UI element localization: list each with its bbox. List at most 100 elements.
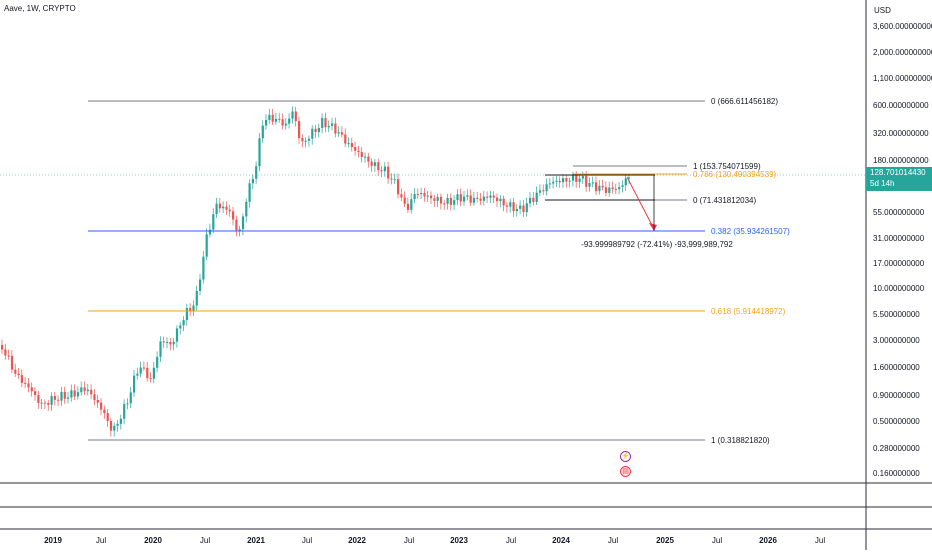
candle-body [228,209,231,212]
time-axis-label: Jul [712,536,722,545]
candle-body [116,423,119,426]
candle-body [10,355,14,370]
candle-body [611,187,614,190]
candle-body [456,194,459,201]
candle-body [24,382,27,384]
candle-body [393,179,396,181]
currency-label[interactable]: USD [874,6,891,15]
candle-body [585,176,588,187]
fib-lines-group: 0 (666.611456182) 1 (153.754071599)0.786 … [0,97,866,445]
candle-body [146,367,149,379]
candle-body [538,190,542,193]
candle-body [397,179,400,195]
candle-body [311,128,314,139]
candle-body [364,156,367,158]
candle-body [14,369,17,374]
candle-body [552,181,555,184]
candle-body [202,256,205,280]
candle-body [344,134,347,144]
candle-body [17,373,20,376]
time-axis-label: 2021 [247,536,265,545]
candle-body [304,140,307,142]
candle-body [314,128,317,133]
candle-body [383,166,386,172]
candle-body [449,197,452,205]
candle-body [179,325,182,329]
price-axis-label: 0.280000000 [873,444,920,453]
candle-body [278,118,281,120]
price-axis-label: 0.900000000 [873,391,920,400]
price-axis-label: 600.000000000 [873,101,929,110]
candle-body [334,123,337,134]
candle-body [189,308,192,311]
candle-body [291,111,294,119]
candle-body [621,185,624,188]
projection-arrow[interactable] [626,176,655,230]
candle-body [486,196,489,198]
time-axis-label: Jul [96,536,106,545]
candle-body [340,132,344,135]
candle-body [235,219,238,231]
us-flag-icon[interactable]: ▤ [620,466,631,477]
time-axis[interactable]: 2019 Jul 2020 Jul 2021 Jul 2022 Jul 2023 Jul 2024 J… [44,536,825,545]
candle-body [350,143,353,148]
candle-body [436,196,439,201]
candle-body [43,402,47,404]
price-axis-label: 0.160000000 [873,469,920,478]
candle-body [80,387,83,393]
candle-body [463,196,466,202]
candle-body [331,123,334,126]
fib-level-label: 0.618 (5.914418972) [711,307,786,316]
candle-body [390,178,393,180]
candle-body [525,203,528,213]
price-axis-label: 180.000000000 [873,156,929,165]
candle-body [47,403,50,405]
candle-body [608,187,611,193]
candle-body [169,341,172,345]
candle-body [410,199,413,210]
candle-body [595,182,598,192]
candle-body [70,390,73,398]
candle-body [512,202,515,212]
fib-level-label: 1 (153.754071599) [693,162,761,171]
price-axis-label: 17.000000000 [873,259,925,268]
candle-body [403,197,406,204]
candle-body [212,214,215,230]
candle-body [156,356,159,368]
candle-body [119,418,122,424]
candle-body [103,409,106,414]
lightning-icon[interactable]: ⚡ [620,451,631,462]
candle-body [499,198,502,202]
candle-body [34,391,37,396]
candle-body [406,203,410,210]
candle-body [123,404,126,419]
price-axis-label: 1,100.000000000 [873,74,932,83]
candle-body [380,170,383,172]
candle-body [63,391,66,399]
candle-body [261,125,264,139]
candle-body [294,111,297,122]
last-price-tag: 128.701014430 5d 14h [866,167,932,191]
candle-body [67,397,70,399]
candle-body [185,308,188,321]
price-axis-label: 55.000000000 [873,208,925,217]
projection-arrow-head [649,223,657,231]
fib-level-label: 0.382 (35.934261507) [711,227,790,236]
price-axis-label: 10.000000000 [873,284,925,293]
price-axis[interactable]: 3,600.000000000 2,000.000000000 1,100.0000… [873,22,932,478]
candle-body [258,138,261,167]
candle-body [357,150,360,152]
candle-body [321,118,324,128]
candle-body [96,399,99,403]
time-axis-label: 2026 [759,536,777,545]
candle-body [439,196,443,204]
candle-body [529,197,532,204]
candle-body [192,305,195,311]
candle-body [496,197,499,202]
candle-body [274,118,278,122]
candle-body [106,413,109,421]
candle-body [182,320,185,326]
candle-body [565,178,568,182]
